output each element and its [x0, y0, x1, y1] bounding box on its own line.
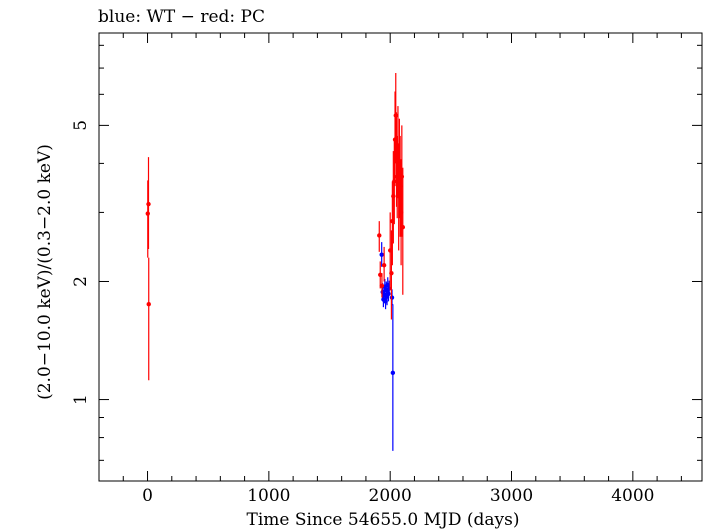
- data-point: [392, 179, 397, 184]
- x-tick-label: 0: [142, 486, 153, 506]
- y-tick-label: 2: [71, 276, 91, 287]
- data-point: [389, 270, 394, 276]
- x-tick-label: 3000: [490, 486, 533, 506]
- series-pc: [145, 73, 406, 381]
- data-point: [390, 370, 396, 376]
- x-tick-label: 1000: [247, 486, 290, 506]
- y-tick-label: 5: [71, 120, 91, 131]
- x-axis-label: Time Since 54655.0 MJD (days): [247, 510, 520, 530]
- chart-title: blue: WT − red: PC: [98, 7, 265, 27]
- plot-frame: [98, 32, 703, 482]
- data-point: [400, 225, 406, 230]
- data-point: [377, 233, 382, 238]
- data-point: [389, 295, 395, 300]
- data-point: [145, 211, 150, 216]
- data-point: [379, 283, 385, 288]
- axes: 0 1000 2000 3000 4000 1 2 5: [71, 33, 702, 506]
- x-tick-label: 2000: [369, 486, 412, 506]
- data-point: [146, 302, 151, 307]
- y-axis-label: (2.0−10.0 keV)/(0.3−2.0 keV): [35, 144, 55, 400]
- x-tick-label: 4000: [611, 486, 654, 506]
- y-tick-label: 1: [71, 394, 91, 405]
- data-point: [393, 113, 398, 118]
- data-point: [146, 201, 151, 207]
- data-point: [381, 263, 387, 268]
- data-marks: [145, 73, 406, 451]
- data-point: [379, 252, 384, 257]
- data-point: [386, 291, 391, 297]
